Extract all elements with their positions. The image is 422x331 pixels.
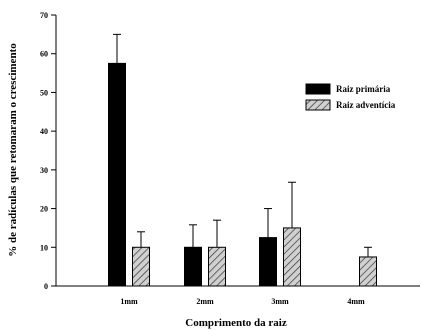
x-tick-label: 3mm xyxy=(271,297,289,306)
bar-raiz-primaria xyxy=(259,237,277,287)
y-tick-label: 70 xyxy=(40,11,48,20)
bar-raiz-primaria xyxy=(184,246,202,287)
legend-label: Raiz adventícia xyxy=(336,100,396,110)
y-tick-label: 30 xyxy=(40,166,48,175)
y-tick-label: 40 xyxy=(40,127,48,136)
y-axis-label: % de radículas que retomaram o crescimen… xyxy=(7,43,19,257)
y-tick-label: 10 xyxy=(40,243,48,252)
legend-swatch xyxy=(305,99,331,111)
bar-raiz-adventicia xyxy=(132,246,150,287)
bar-raiz-adventicia xyxy=(283,227,301,287)
legend-label: Raiz primária xyxy=(336,84,391,94)
bar-raiz-adventicia xyxy=(208,246,226,287)
legend: Raiz primária Raiz adventícia xyxy=(305,83,396,111)
bar-raiz-adventicia xyxy=(359,256,377,287)
x-tick-label: 1mm xyxy=(120,297,138,306)
y-tick-label: 0 xyxy=(44,282,48,291)
x-tick-label: 2mm xyxy=(196,297,214,306)
y-tick-label: 50 xyxy=(40,88,48,97)
x-axis-label: Comprimento da raiz xyxy=(185,317,287,329)
legend-swatch xyxy=(305,83,331,95)
bar-raiz-primaria xyxy=(108,62,126,287)
y-tick-label: 60 xyxy=(40,50,48,59)
y-tick-label: 20 xyxy=(40,205,48,214)
plot-area: 0 10 20 30 40 50 60 70 1mm 2mm 3mm 4mm xyxy=(40,11,420,306)
x-tick-label: 4mm xyxy=(347,297,365,306)
